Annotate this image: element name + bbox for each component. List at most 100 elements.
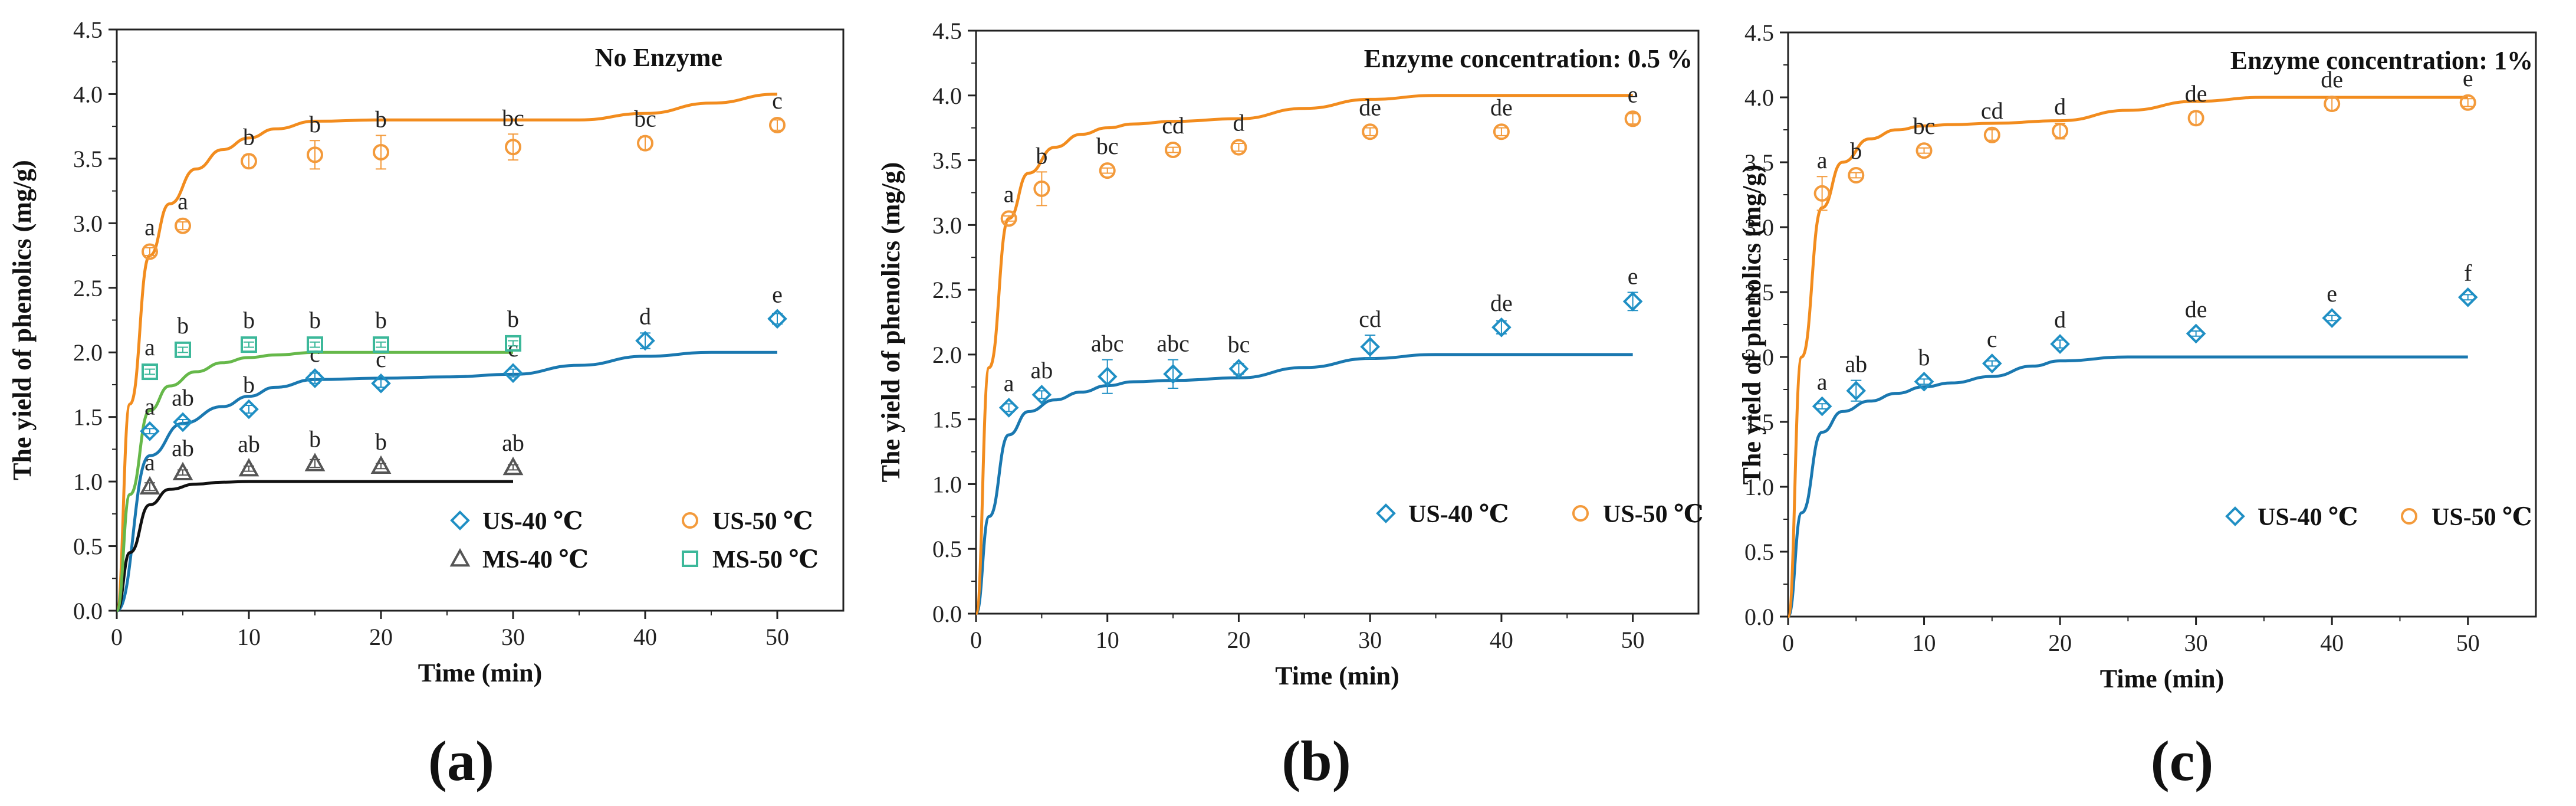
significance-letter: c — [772, 87, 783, 114]
significance-letter: b — [243, 372, 255, 398]
data-point-us50 — [1915, 142, 1933, 159]
significance-letter: de — [1490, 94, 1513, 120]
legend: US-40 ℃ US-50 ℃ MS-40 ℃ MS-50 ℃ — [449, 508, 819, 574]
x-tick-label: 20 — [1227, 627, 1250, 653]
x-tick-label: 0 — [1782, 630, 1794, 656]
significance-letter: d — [639, 303, 651, 330]
data-point-us40 — [503, 363, 523, 384]
data-point-us50 — [1000, 210, 1017, 227]
data-point-us50 — [1362, 123, 1379, 140]
panel-a: 0 10 20 30 40 50 0.0 0.5 1.0 1.5 2.0 2.5 3.0 3.5 4.0 4.… — [8, 17, 845, 792]
significance-letter: b — [375, 428, 387, 455]
y-tick-label: 3.5 — [1744, 149, 1774, 176]
x-tick-label: 50 — [1621, 627, 1645, 653]
legend-marker-us40 — [1376, 503, 1396, 523]
y-tick-label: 0.0 — [932, 601, 962, 627]
y-tick-label: 1.5 — [1744, 409, 1774, 435]
legend-marker-ms40 — [449, 548, 471, 567]
y-tick-label: 4.5 — [1744, 19, 1774, 46]
significance-letter: a — [1817, 369, 1828, 395]
data-point-us50 — [1983, 126, 2000, 143]
data-point-ms40 — [139, 476, 160, 495]
significance-letter: bc — [634, 106, 656, 132]
data-point-us50 — [1033, 180, 1050, 197]
fit-curve-us40 — [974, 353, 1633, 615]
x-tick-label: 10 — [1913, 630, 1936, 656]
data-point-ms40 — [238, 458, 259, 477]
y-tick-label: 0.5 — [932, 536, 962, 562]
y-tick-label: 4.0 — [73, 81, 103, 107]
y-tick-label: 0.0 — [73, 598, 103, 624]
significance-letter: e — [2327, 280, 2337, 307]
data-point-ms50 — [505, 335, 521, 352]
significance-letter: a — [144, 449, 155, 476]
data-point-us50 — [2459, 94, 2476, 111]
significance-letter: b — [309, 307, 321, 333]
x-axis-title: Time (min) — [1275, 661, 1399, 690]
data-point-us40 — [140, 421, 160, 441]
data-point-us50 — [175, 217, 191, 234]
significance-letter: de — [2321, 66, 2343, 93]
data-point-ms50 — [241, 336, 257, 353]
significance-letter: e — [2463, 65, 2473, 91]
x-tick-label: 10 — [237, 624, 261, 650]
significance-letter: abc — [1156, 330, 1190, 357]
significance-letter: b — [1850, 137, 1862, 164]
y-tick-label: 0.0 — [1744, 604, 1774, 630]
data-point-us50 — [637, 135, 653, 152]
data-point-us40 — [239, 399, 259, 420]
y-tick-label: 1.0 — [1744, 474, 1774, 500]
fit-curve-us40 — [116, 350, 777, 612]
x-tick-label: 30 — [2184, 630, 2208, 656]
x-tick-label: 40 — [633, 624, 657, 650]
significance-letter: b — [1036, 142, 1047, 169]
legend-label-us50: US-50 ℃ — [712, 508, 813, 535]
data-point-us40 — [2050, 334, 2070, 354]
significance-letter: ab — [238, 431, 260, 457]
y-tick-label: 3.5 — [932, 148, 962, 174]
significance-letter: cd — [1162, 112, 1184, 139]
data-point-us40 — [371, 373, 391, 394]
y-tick-label: 4.0 — [932, 83, 962, 109]
data-point-us40 — [1982, 353, 2002, 373]
data-point-us50 — [1230, 139, 1247, 156]
data-point-us40 — [1228, 359, 1249, 379]
legend-marker-us40 — [2225, 506, 2245, 526]
legend-marker-us50 — [682, 512, 698, 529]
panel-title: Enzyme concentration: 1% — [2230, 46, 2533, 75]
data-point-us50 — [1848, 167, 1865, 184]
significance-letter: de — [1359, 94, 1381, 120]
legend-label-us40: US-40 ℃ — [2258, 504, 2358, 531]
data-point-us40 — [1846, 381, 1867, 401]
data-point-us50 — [373, 143, 389, 160]
significance-letter: a — [144, 334, 155, 361]
data-point-us50 — [1165, 141, 1182, 158]
significance-letter: de — [1490, 290, 1513, 316]
data-point-us40 — [1097, 366, 1118, 387]
significance-letter: b — [309, 425, 321, 452]
y-tick-label: 4.0 — [1744, 84, 1774, 111]
significance-letter: bc — [1228, 331, 1250, 358]
data-point-us50 — [1493, 123, 1510, 140]
significance-letter: b — [1918, 344, 1930, 371]
legend-label-ms50: MS-50 ℃ — [712, 546, 819, 574]
significance-letter: de — [2185, 80, 2207, 107]
legend-marker-us50 — [2401, 508, 2417, 525]
plot-frame — [1787, 31, 2537, 618]
x-tick-label: 30 — [1358, 627, 1382, 653]
panel-c: 0 10 20 30 40 50 0.0 0.5 1.0 1.5 2.0 2.5 3.0 3.5 4.0 4.… — [1737, 19, 2537, 792]
significance-letter: e — [772, 281, 783, 307]
legend-label-us50: US-50 ℃ — [2432, 504, 2532, 531]
fit-curve-ms50 — [115, 350, 513, 612]
y-tick-label: 1.5 — [932, 407, 962, 433]
data-point-us40 — [305, 368, 325, 388]
y-tick-label: 4.5 — [73, 17, 103, 43]
y-tick-label: 2.5 — [73, 275, 103, 302]
x-tick-label: 20 — [2048, 630, 2072, 656]
data-point-us40 — [1491, 317, 1512, 338]
x-tick-label: 50 — [2456, 630, 2480, 656]
x-tick-label: 0 — [970, 627, 982, 653]
y-tick-label: 3.0 — [932, 212, 962, 238]
y-axis-title: The yield of phenolics (mg/g) — [8, 160, 37, 480]
significance-letter: d — [1233, 110, 1244, 136]
